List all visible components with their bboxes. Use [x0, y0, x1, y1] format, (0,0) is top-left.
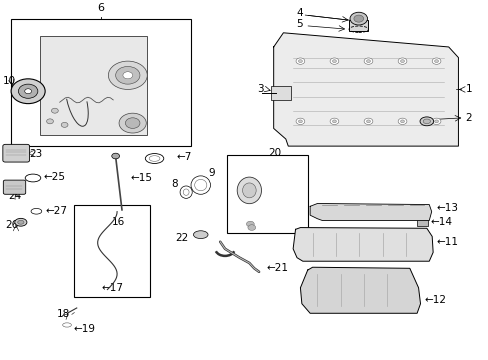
- FancyBboxPatch shape: [3, 144, 30, 162]
- Text: ←27: ←27: [45, 206, 67, 216]
- Circle shape: [108, 61, 147, 89]
- Circle shape: [122, 72, 132, 79]
- Bar: [348, 21, 368, 31]
- Text: 26: 26: [5, 220, 19, 230]
- Text: ←11: ←11: [436, 237, 458, 247]
- Circle shape: [353, 15, 363, 22]
- Text: 20: 20: [268, 148, 281, 158]
- Circle shape: [25, 89, 31, 94]
- Ellipse shape: [419, 117, 433, 126]
- Text: ←19: ←19: [73, 324, 95, 333]
- Text: 1: 1: [465, 85, 471, 94]
- Ellipse shape: [18, 220, 24, 224]
- Ellipse shape: [422, 119, 429, 123]
- Bar: [271, 86, 290, 100]
- Bar: [227, 155, 307, 233]
- Circle shape: [329, 118, 338, 125]
- Circle shape: [116, 67, 140, 84]
- Circle shape: [298, 120, 302, 123]
- Text: 16: 16: [112, 217, 125, 227]
- Text: 6: 6: [98, 3, 104, 13]
- Ellipse shape: [237, 177, 261, 204]
- Circle shape: [112, 153, 119, 159]
- Circle shape: [349, 12, 367, 25]
- Bar: [40, 36, 147, 135]
- Text: 10: 10: [2, 76, 16, 86]
- Text: 24: 24: [9, 192, 22, 201]
- Circle shape: [125, 118, 140, 129]
- Bar: [11, 19, 191, 146]
- Circle shape: [295, 58, 304, 64]
- Circle shape: [431, 118, 440, 125]
- Text: ←25: ←25: [43, 172, 65, 182]
- Circle shape: [434, 60, 438, 63]
- Circle shape: [332, 60, 336, 63]
- Text: ←21: ←21: [266, 263, 288, 273]
- Text: ←12: ←12: [424, 295, 446, 305]
- Text: 8: 8: [170, 179, 177, 189]
- Text: 3: 3: [257, 85, 264, 94]
- Text: ←14: ←14: [429, 217, 451, 227]
- Circle shape: [19, 84, 38, 98]
- Circle shape: [366, 60, 370, 63]
- Text: 5: 5: [296, 19, 302, 29]
- Ellipse shape: [193, 231, 207, 239]
- FancyBboxPatch shape: [3, 180, 26, 194]
- Circle shape: [119, 113, 146, 133]
- Circle shape: [61, 122, 68, 127]
- Polygon shape: [292, 228, 432, 261]
- Text: 4: 4: [296, 8, 302, 18]
- Polygon shape: [309, 203, 431, 220]
- Circle shape: [247, 225, 255, 230]
- Circle shape: [366, 120, 370, 123]
- Circle shape: [295, 118, 304, 125]
- Circle shape: [51, 108, 58, 113]
- Text: 18: 18: [57, 309, 70, 319]
- Circle shape: [397, 58, 406, 64]
- Text: ←15: ←15: [130, 173, 152, 183]
- Polygon shape: [273, 33, 458, 146]
- Text: ←13: ←13: [436, 203, 458, 213]
- Circle shape: [246, 221, 254, 227]
- Circle shape: [431, 58, 440, 64]
- Bar: [227, 155, 307, 233]
- Text: 23: 23: [30, 149, 43, 159]
- Circle shape: [298, 60, 302, 63]
- Ellipse shape: [15, 219, 27, 226]
- Text: 2: 2: [465, 113, 471, 123]
- Polygon shape: [300, 267, 420, 313]
- Text: 22: 22: [175, 233, 188, 243]
- Circle shape: [397, 118, 406, 125]
- Bar: [74, 204, 149, 297]
- Circle shape: [434, 120, 438, 123]
- Text: 9: 9: [207, 168, 214, 178]
- Ellipse shape: [242, 183, 256, 198]
- Circle shape: [364, 58, 372, 64]
- Bar: [11, 19, 191, 146]
- Circle shape: [400, 120, 404, 123]
- Circle shape: [11, 79, 45, 104]
- Circle shape: [400, 60, 404, 63]
- Text: ←17: ←17: [101, 283, 123, 293]
- Circle shape: [46, 119, 53, 124]
- Bar: [416, 220, 427, 226]
- Circle shape: [329, 58, 338, 64]
- Circle shape: [332, 120, 336, 123]
- Text: ←7: ←7: [176, 152, 191, 162]
- Circle shape: [364, 118, 372, 125]
